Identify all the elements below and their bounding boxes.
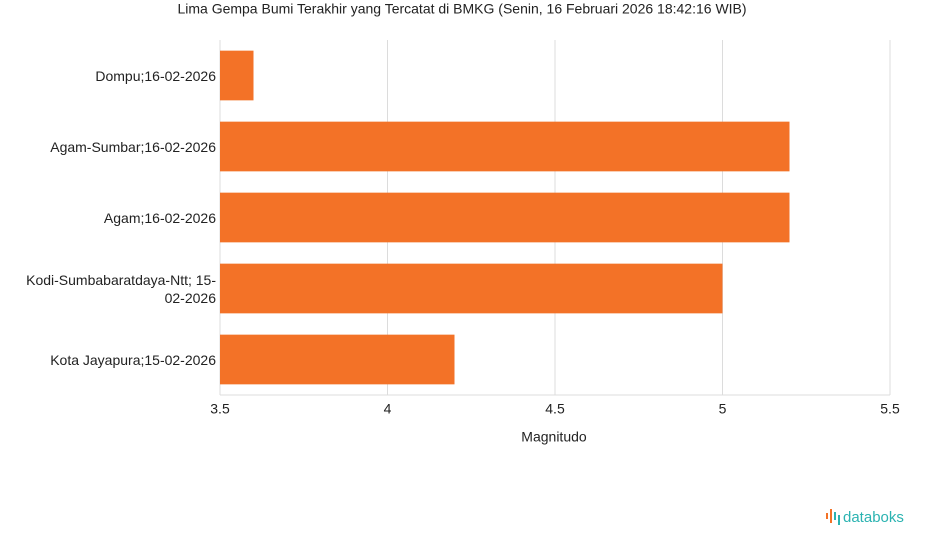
x-tick-label: 5.5 — [880, 401, 900, 417]
y-tick-label: Dompu;16-02-2026 — [95, 67, 216, 84]
bar — [220, 263, 723, 314]
brand: databoks — [843, 509, 904, 526]
y-tick-label: Kodi-Sumbabaratdaya-Ntt; 15-02-2026 — [26, 271, 216, 306]
bar — [220, 192, 790, 243]
y-tick-label: Agam;16-02-2026 — [103, 209, 216, 226]
x-tick-label: 5 — [719, 401, 727, 417]
y-tick-label: Kota Jayapura;15-02-2026 — [50, 351, 216, 368]
x-tick-label: 4 — [384, 401, 392, 417]
bar — [220, 50, 254, 101]
x-tick-label: 3.5 — [210, 401, 230, 417]
x-tick-label: 4.5 — [545, 401, 565, 417]
y-tick-label: Agam-Sumbar;16-02-2026 — [50, 138, 216, 155]
bar — [220, 121, 790, 172]
chart-title: Lima Gempa Bumi Terakhir yang Tercatat d… — [177, 1, 746, 17]
bar — [220, 334, 455, 385]
brand-icon — [826, 509, 840, 525]
x-axis-label: Magnitudo — [521, 429, 587, 445]
